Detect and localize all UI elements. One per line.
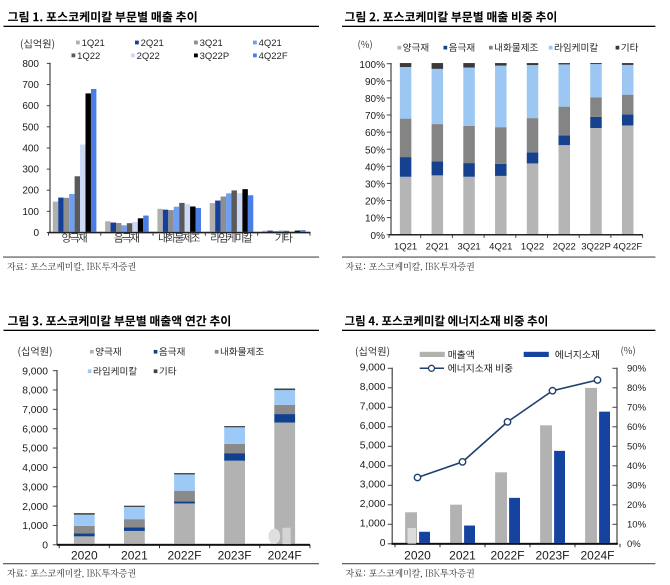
- svg-text:2,000: 2,000: [22, 502, 48, 513]
- svg-text:2020: 2020: [71, 549, 98, 563]
- svg-text:2020: 2020: [404, 549, 431, 563]
- svg-text:500: 500: [22, 122, 39, 133]
- svg-text:8,000: 8,000: [22, 386, 48, 397]
- svg-text:600: 600: [22, 101, 39, 112]
- svg-text:60%: 60%: [365, 128, 385, 139]
- svg-text:50%: 50%: [365, 145, 385, 156]
- svg-text:3,000: 3,000: [22, 482, 48, 493]
- svg-text:4Q21: 4Q21: [489, 242, 512, 253]
- svg-text:1,000: 1,000: [22, 521, 48, 532]
- svg-text:0: 0: [380, 538, 386, 549]
- svg-text:4Q22F: 4Q22F: [613, 242, 642, 253]
- svg-text:70%: 70%: [365, 111, 385, 122]
- svg-text:40%: 40%: [365, 162, 385, 173]
- svg-text:1Q22: 1Q22: [521, 242, 544, 253]
- svg-text:2023F: 2023F: [218, 549, 252, 563]
- svg-text:30%: 30%: [627, 481, 647, 492]
- svg-text:2022F: 2022F: [167, 549, 201, 563]
- svg-text:200: 200: [22, 186, 39, 197]
- svg-text:100: 100: [22, 207, 39, 218]
- svg-text:4Q21: 4Q21: [259, 38, 282, 49]
- svg-text:800: 800: [22, 59, 39, 70]
- svg-text:2,000: 2,000: [360, 499, 386, 510]
- svg-text:2021: 2021: [449, 549, 476, 563]
- svg-text:10%: 10%: [365, 214, 385, 225]
- svg-text:4Q22F: 4Q22F: [259, 51, 288, 62]
- svg-text:20%: 20%: [627, 500, 647, 511]
- svg-text:1Q21: 1Q21: [394, 242, 417, 253]
- svg-text:90%: 90%: [365, 77, 385, 88]
- svg-text:3Q22P: 3Q22P: [200, 51, 230, 62]
- svg-text:1Q22: 1Q22: [77, 51, 100, 62]
- svg-text:6,000: 6,000: [22, 424, 48, 435]
- svg-text:2024F: 2024F: [580, 549, 614, 563]
- svg-text:1Q21: 1Q21: [82, 38, 105, 49]
- svg-text:7,000: 7,000: [22, 405, 48, 416]
- svg-text:2021: 2021: [121, 549, 148, 563]
- svg-text:2Q22: 2Q22: [137, 51, 160, 62]
- svg-text:10%: 10%: [627, 520, 647, 531]
- svg-text:9,000: 9,000: [360, 363, 386, 374]
- svg-text:3,000: 3,000: [360, 480, 386, 491]
- svg-text:2Q22: 2Q22: [553, 242, 576, 253]
- svg-text:400: 400: [22, 143, 39, 154]
- svg-text:100%: 100%: [359, 60, 385, 71]
- svg-text:4,000: 4,000: [360, 460, 386, 471]
- svg-text:0: 0: [42, 541, 48, 552]
- svg-text:80%: 80%: [627, 383, 647, 394]
- svg-text:7,000: 7,000: [360, 402, 386, 413]
- svg-text:30%: 30%: [365, 180, 385, 191]
- svg-text:70%: 70%: [627, 403, 647, 414]
- svg-text:300: 300: [22, 165, 39, 176]
- svg-text:40%: 40%: [627, 461, 647, 472]
- svg-text:3Q21: 3Q21: [200, 38, 223, 49]
- svg-text:0%: 0%: [371, 231, 386, 242]
- svg-text:700: 700: [22, 80, 39, 91]
- svg-text:9,000: 9,000: [22, 366, 48, 377]
- svg-text:90%: 90%: [627, 364, 647, 375]
- svg-text:8,000: 8,000: [360, 382, 386, 393]
- svg-text:5,000: 5,000: [22, 444, 48, 455]
- svg-text:60%: 60%: [627, 422, 647, 433]
- svg-text:2022F: 2022F: [490, 549, 524, 563]
- svg-text:2024F: 2024F: [268, 549, 302, 563]
- svg-text:2Q21: 2Q21: [141, 38, 164, 49]
- svg-text:20%: 20%: [365, 197, 385, 208]
- svg-text:2Q21: 2Q21: [426, 242, 449, 253]
- svg-text:2023F: 2023F: [535, 549, 569, 563]
- svg-text:5,000: 5,000: [360, 441, 386, 452]
- svg-text:3Q22P: 3Q22P: [581, 242, 611, 253]
- svg-text:1,000: 1,000: [360, 519, 386, 530]
- svg-text:6,000: 6,000: [360, 421, 386, 432]
- svg-text:50%: 50%: [627, 442, 647, 453]
- svg-text:0%: 0%: [627, 539, 641, 550]
- svg-text:0: 0: [33, 228, 39, 239]
- svg-text:3Q21: 3Q21: [457, 242, 480, 253]
- svg-text:80%: 80%: [365, 94, 385, 105]
- svg-text:4,000: 4,000: [22, 463, 48, 474]
